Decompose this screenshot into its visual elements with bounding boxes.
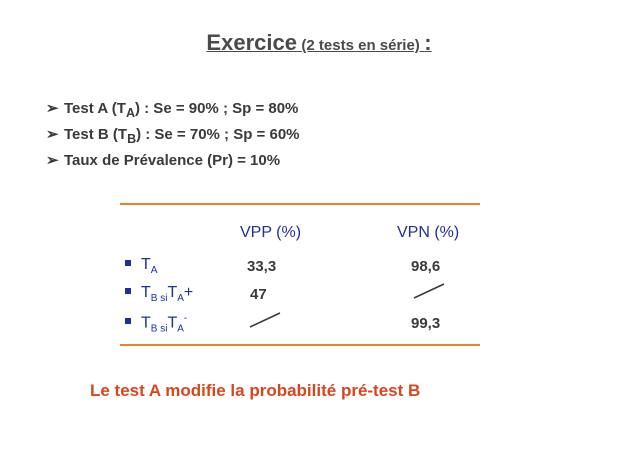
table-top-rule: [120, 203, 480, 205]
title-main: Exercice: [206, 30, 297, 55]
header-vpp: VPP (%): [240, 224, 302, 241]
square-bullet-icon: [125, 318, 131, 325]
table-row-tb-ta-minus: TB siTA-: [125, 313, 187, 335]
vpp-ta: 33,3: [247, 258, 277, 275]
slide-title: Exercice (2 tests en série) :: [0, 30, 638, 56]
arrow-bullet-icon: ➢: [46, 126, 59, 143]
conclusion-text: Le test A modifie la probabilité pré-tes…: [90, 381, 421, 400]
arrow-bullet-icon: ➢: [46, 152, 59, 169]
not-applicable-dash-icon: [249, 312, 281, 328]
vpp-tb-ta-plus: 47: [250, 286, 267, 303]
arrow-bullet-icon: ➢: [46, 100, 59, 117]
table-row-ta: TA: [125, 256, 157, 276]
bullet-test-b: ➢ Test B (TB) : Se = 70% ; Sp = 60%: [46, 122, 300, 148]
bullet-list: ➢ Test A (TA) : Se = 90% ; Sp = 80% ➢ Test…: [46, 96, 300, 174]
bullet-prevalence: ➢ Taux de Prévalence (Pr) = 10%: [46, 148, 300, 174]
bullet-test-a: ➢ Test A (TA) : Se = 90% ; Sp = 80%: [46, 96, 300, 122]
table-row-tb-ta-plus: TB siTA+: [125, 284, 193, 304]
title-colon: :: [424, 30, 432, 55]
square-bullet-icon: [125, 260, 131, 266]
title-sub: (2 tests en série): [301, 37, 420, 54]
square-bullet-icon: [125, 288, 131, 294]
vpn-tb-ta-minus: 99,3: [411, 315, 441, 332]
header-vpn: VPN (%): [397, 224, 460, 241]
table-bottom-rule: [120, 344, 480, 346]
vpn-ta: 98,6: [411, 258, 441, 275]
not-applicable-dash-icon: [413, 283, 445, 299]
